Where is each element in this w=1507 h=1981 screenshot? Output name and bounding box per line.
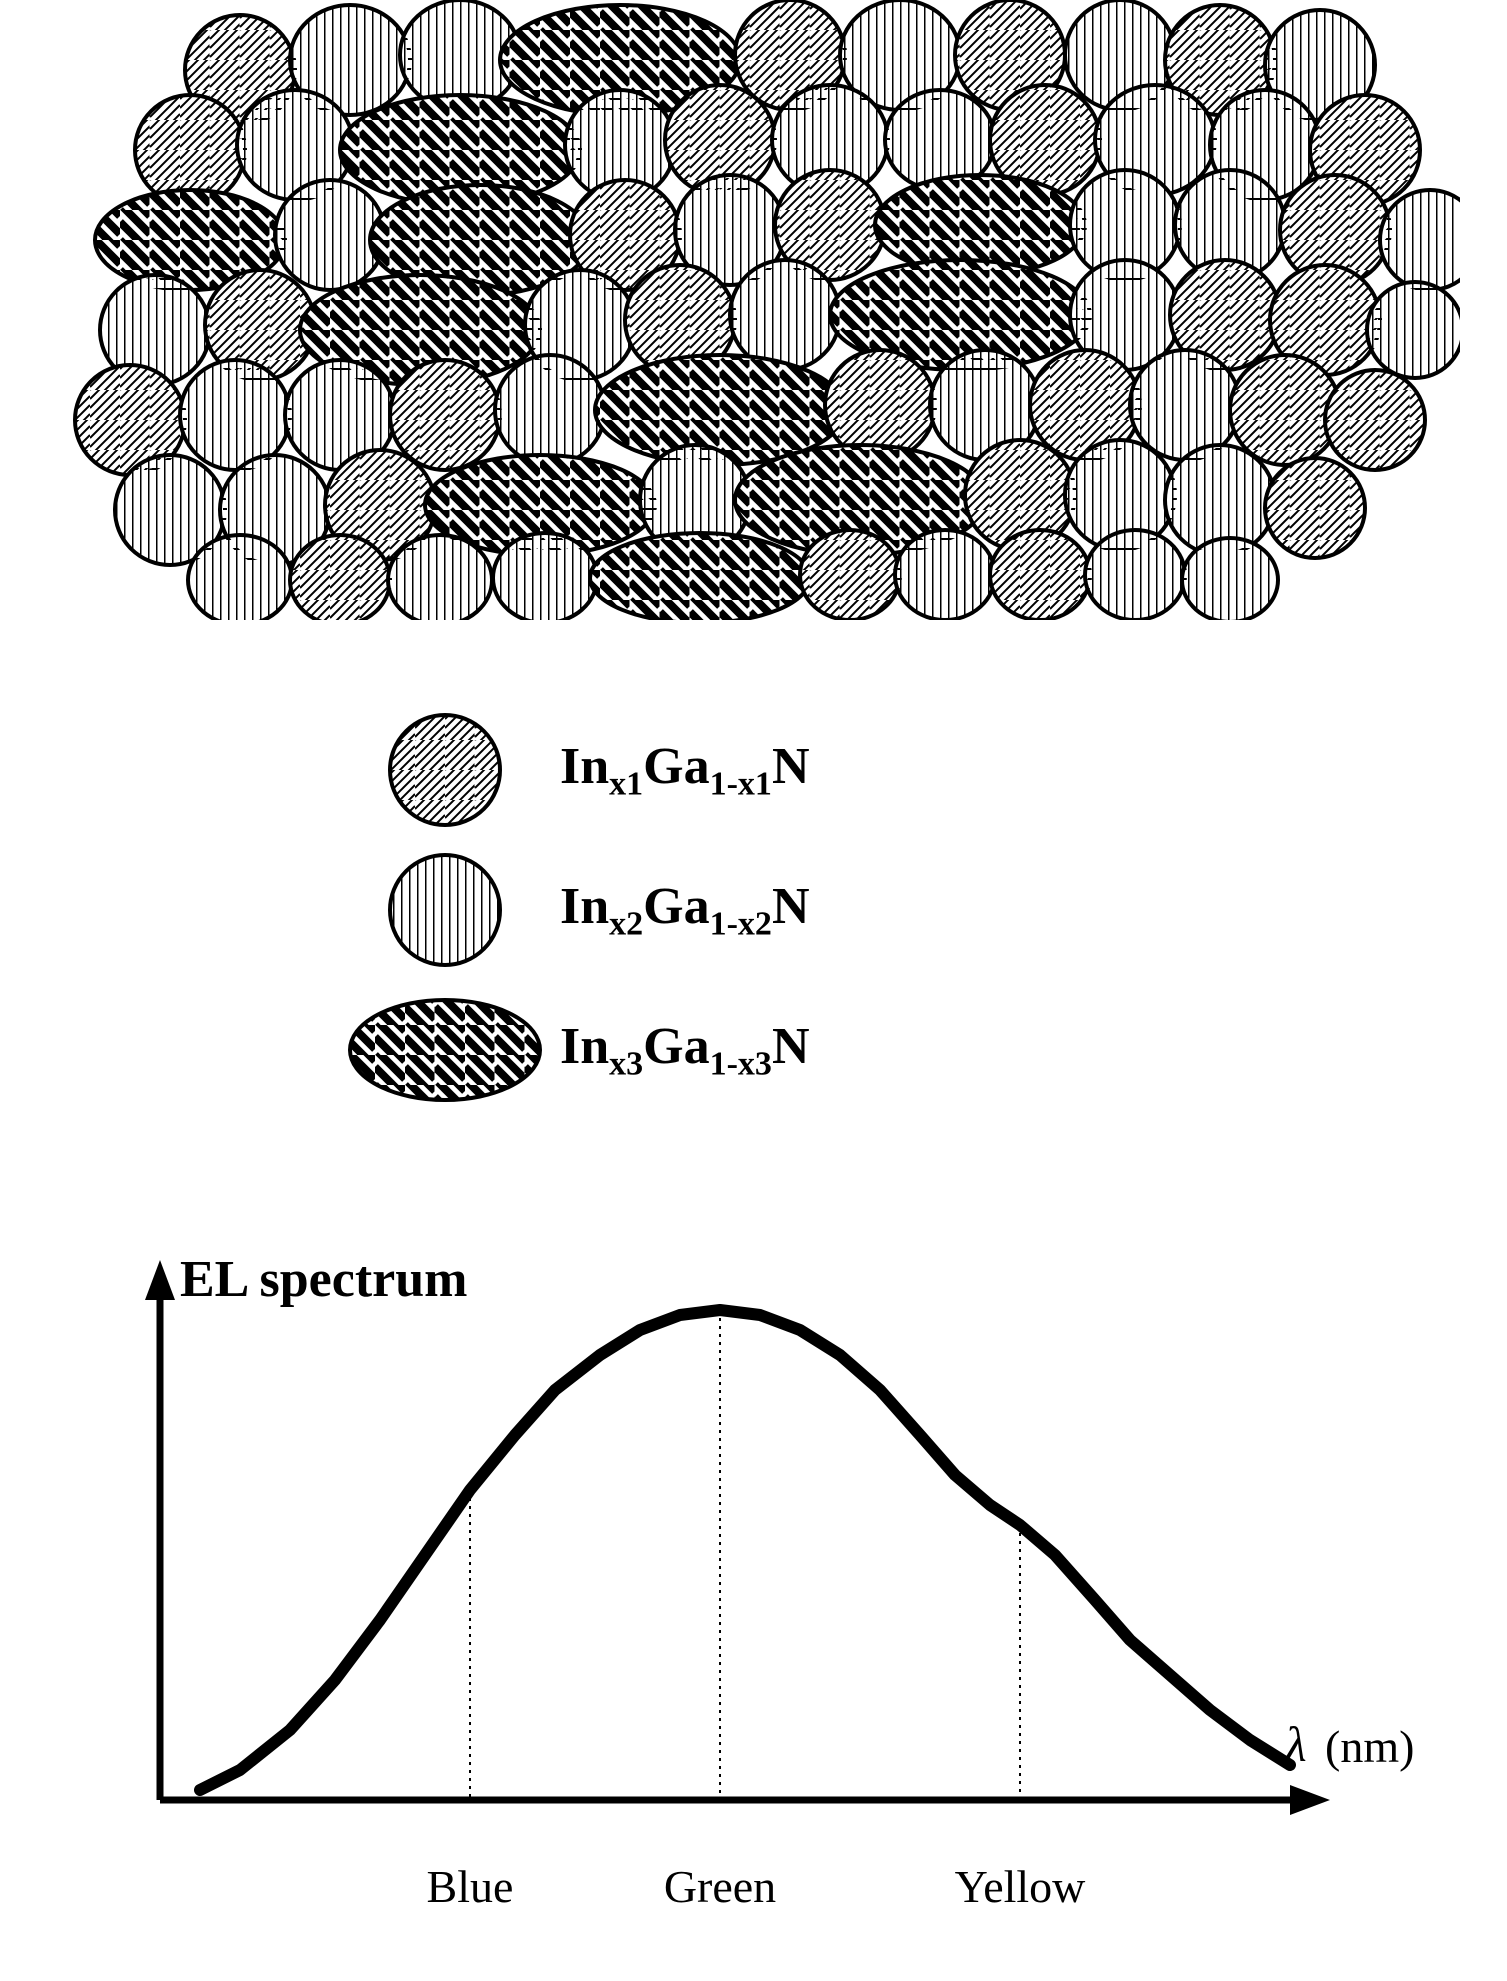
particle xyxy=(895,530,995,620)
particle xyxy=(1325,370,1425,470)
legend: Inx1Ga1-x1N Inx2Ga1-x2N Inx3Ga1-x3N xyxy=(330,700,1230,1120)
spectrum-curve xyxy=(200,1310,1290,1790)
legend-label: Inx1Ga1-x1N xyxy=(560,737,810,803)
legend-label: Inx2Ga1-x2N xyxy=(560,877,810,943)
particle xyxy=(1085,530,1185,620)
legend-swatch-icon xyxy=(345,995,545,1105)
particle xyxy=(495,355,605,465)
particle xyxy=(990,530,1090,620)
el-spectrum-chart: EL spectrum BlueGreenYellow λ (nm) xyxy=(100,1210,1420,1980)
spectrum-svg xyxy=(100,1210,1420,1870)
y-axis-arrow-icon xyxy=(145,1260,175,1300)
particle xyxy=(290,535,390,620)
particle xyxy=(825,350,935,460)
particle xyxy=(730,260,840,370)
x-axis-symbol: λ xyxy=(1285,1715,1307,1773)
particle xyxy=(590,533,810,620)
particle xyxy=(493,533,597,620)
x-tick-label: Blue xyxy=(390,1860,550,1913)
particle xyxy=(800,530,900,620)
x-tick-label: Yellow xyxy=(940,1860,1100,1913)
cluster-svg xyxy=(60,0,1460,620)
particle xyxy=(1182,538,1278,620)
particle xyxy=(1367,282,1460,378)
particle xyxy=(1265,458,1365,558)
legend-label: Inx3Ga1-x3N xyxy=(560,1017,810,1083)
legend-row: Inx1Ga1-x1N xyxy=(330,700,1230,840)
particle xyxy=(388,535,492,620)
particle-cluster-diagram xyxy=(60,0,1460,620)
particle xyxy=(188,535,292,620)
particle xyxy=(1230,355,1340,465)
x-tick-label: Green xyxy=(640,1860,800,1913)
legend-row: Inx3Ga1-x3N xyxy=(330,980,1230,1120)
particle xyxy=(390,360,500,470)
legend-swatch-icon xyxy=(385,710,505,830)
x-axis-unit: (nm) xyxy=(1325,1720,1414,1773)
legend-row: Inx2Ga1-x2N xyxy=(330,840,1230,980)
legend-swatch-icon xyxy=(385,850,505,970)
particle xyxy=(1380,190,1460,290)
x-axis-arrow-icon xyxy=(1290,1785,1330,1815)
